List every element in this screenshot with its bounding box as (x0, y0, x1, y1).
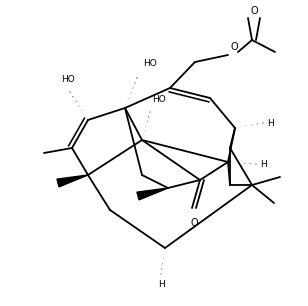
Text: HO: HO (61, 75, 75, 84)
Text: O: O (230, 42, 238, 52)
Polygon shape (137, 188, 168, 200)
Text: H: H (158, 280, 164, 289)
Text: O: O (250, 6, 258, 16)
Text: H: H (260, 159, 267, 169)
Polygon shape (57, 175, 88, 187)
Text: HO: HO (143, 59, 157, 68)
Text: H: H (267, 118, 274, 128)
Text: O: O (190, 218, 198, 228)
Text: HO: HO (152, 95, 166, 104)
